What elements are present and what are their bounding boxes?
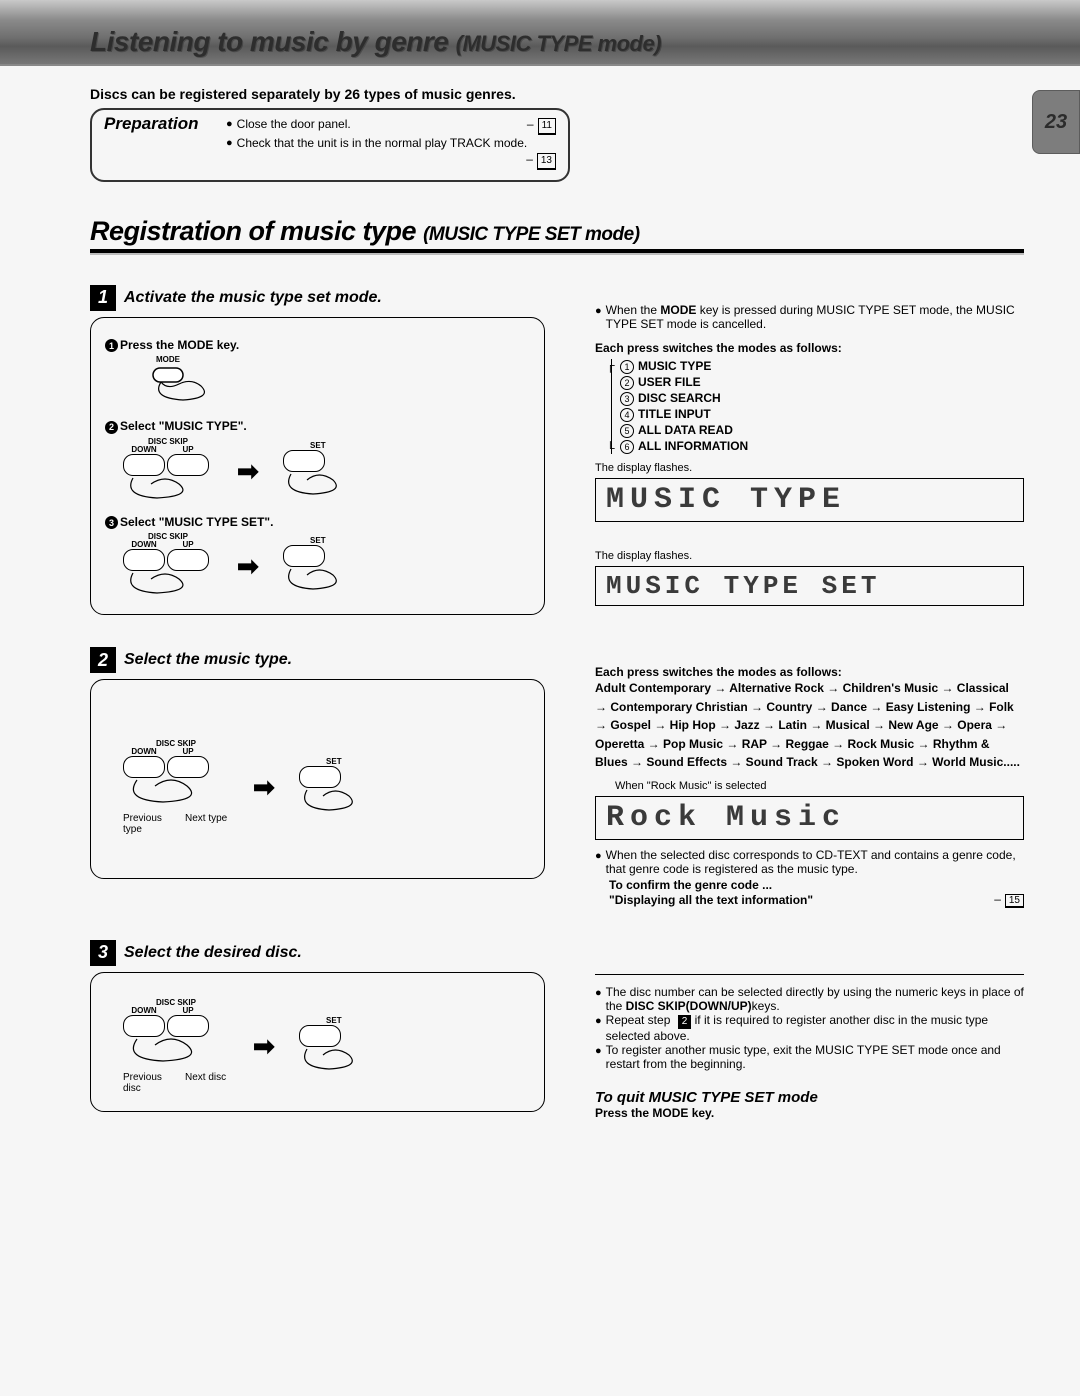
step1-mode-note: When the MODE key is pressed during MUSI… — [606, 303, 1024, 331]
preparation-label: Preparation — [104, 114, 198, 134]
up-button-icon — [167, 549, 209, 571]
press-hand-icon — [299, 1047, 369, 1071]
down-button-icon — [123, 756, 165, 778]
prep-item-2: Check that the unit is in the normal pla… — [237, 135, 556, 151]
press-hand-icon — [123, 476, 213, 500]
lcd-display: MUSIC TYPE — [595, 478, 1024, 522]
up-button-icon — [167, 756, 209, 778]
press-hand-icon — [299, 788, 369, 812]
prep-item-1: Close the door panel. — [237, 116, 351, 132]
up-button-icon — [167, 1015, 209, 1037]
intro-text: Discs can be registered separately by 26… — [90, 86, 1024, 102]
press-hand-icon — [283, 472, 353, 496]
step-2-title: Select the music type. — [124, 651, 292, 669]
bullet-icon: ● — [226, 116, 233, 133]
step-number-3: 3 — [90, 940, 116, 966]
section-heading: Registration of music type (MUSIC TYPE S… — [90, 216, 1024, 253]
arrow-right-icon: ➡ — [237, 456, 259, 487]
lcd-display: MUSIC TYPE SET — [595, 566, 1024, 606]
quit-heading: To quit MUSIC TYPE SET mode — [595, 1089, 1024, 1106]
down-button-icon — [123, 454, 165, 476]
step-3-box: DISC SKIP DOWN UP Previous disc Next dis… — [90, 972, 545, 1112]
arrow-right-icon: ➡ — [253, 772, 275, 803]
modes-head: Each press switches the modes as follows… — [595, 341, 1024, 355]
step-3-title: Select the desired disc. — [124, 944, 302, 962]
step-1-box: 1Press the MODE key. MODE 2Select "MUSIC… — [90, 317, 545, 616]
press-hand-icon — [283, 567, 353, 591]
page-ref-icon: 13 — [537, 153, 556, 170]
step-number-2: 2 — [90, 647, 116, 673]
step-1-title: Activate the music type set mode. — [124, 289, 382, 307]
page-tab: 23 — [1032, 90, 1080, 154]
page-ref-icon: 11 — [538, 118, 556, 135]
step3-note-3: To register another music type, exit the… — [606, 1043, 1024, 1071]
quit-text: Press the MODE key. — [595, 1106, 1024, 1120]
press-hand-icon — [123, 571, 213, 595]
preparation-box: Preparation ● Close the door panel. –11 … — [90, 108, 570, 182]
bullet-icon: ● — [226, 135, 233, 152]
press-hand-icon — [123, 1037, 223, 1065]
banner-subtitle: (MUSIC TYPE mode) — [456, 31, 661, 56]
cd-text-note: When the selected disc corresponds to CD… — [606, 848, 1024, 876]
page-ref-icon: 15 — [1005, 894, 1024, 908]
down-button-icon — [123, 1015, 165, 1037]
set-button-icon — [283, 545, 325, 567]
top-gradient — [0, 0, 1080, 20]
press-hand-icon — [123, 778, 223, 806]
page-banner: Listening to music by genre (MUSIC TYPE … — [0, 20, 1080, 66]
banner-title: Listening to music by genre — [90, 26, 448, 57]
genres-head: Each press switches the modes as follows… — [595, 665, 1024, 679]
press-hand-icon — [123, 364, 213, 404]
mode-list: ┌ 1MUSIC TYPE 2USER FILE 3DISC SEARCH 4T… — [611, 359, 1024, 454]
step3-note-1: The disc number can be selected directly… — [606, 985, 1024, 1013]
step-number-1: 1 — [90, 285, 116, 311]
step3-note-2: Repeat step 2 if it is required to regis… — [606, 1013, 1024, 1043]
set-button-icon — [299, 766, 341, 788]
up-button-icon — [167, 454, 209, 476]
arrow-right-icon: ➡ — [253, 1031, 275, 1062]
lcd-display: Rock Music — [595, 796, 1024, 840]
arrow-right-icon: ➡ — [237, 551, 259, 582]
divider — [595, 974, 1024, 975]
set-button-icon — [299, 1025, 341, 1047]
down-button-icon — [123, 549, 165, 571]
genre-list: Adult Contemporary → Alternative Rock → … — [595, 679, 1024, 772]
step-2-box: DISC SKIP DOWN UP Previous type Next typ… — [90, 679, 545, 879]
set-button-icon — [283, 450, 325, 472]
